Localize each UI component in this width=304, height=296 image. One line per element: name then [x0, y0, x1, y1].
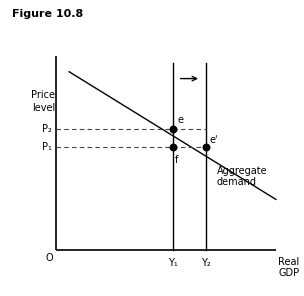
Text: O: O: [46, 252, 54, 263]
Text: Figure 10.8: Figure 10.8: [12, 9, 83, 19]
Text: Aggregate
demand: Aggregate demand: [216, 166, 267, 187]
Text: Price
level: Price level: [31, 90, 55, 112]
Text: e: e: [178, 115, 184, 125]
Point: [170, 144, 175, 149]
Point: [170, 126, 175, 131]
Text: P₁: P₁: [43, 142, 52, 152]
Text: Y₁: Y₁: [168, 258, 178, 268]
Text: P₂: P₂: [43, 124, 52, 134]
Text: Real: Real: [278, 257, 300, 267]
Text: f: f: [175, 155, 178, 165]
Point: [204, 144, 209, 149]
Text: Y₂: Y₂: [201, 258, 211, 268]
Text: e': e': [210, 135, 219, 145]
Text: GDP: GDP: [278, 268, 299, 279]
